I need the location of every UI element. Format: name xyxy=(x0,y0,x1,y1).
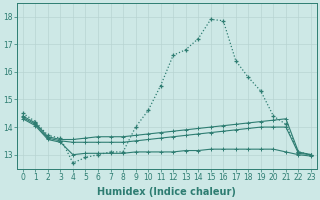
X-axis label: Humidex (Indice chaleur): Humidex (Indice chaleur) xyxy=(98,187,236,197)
